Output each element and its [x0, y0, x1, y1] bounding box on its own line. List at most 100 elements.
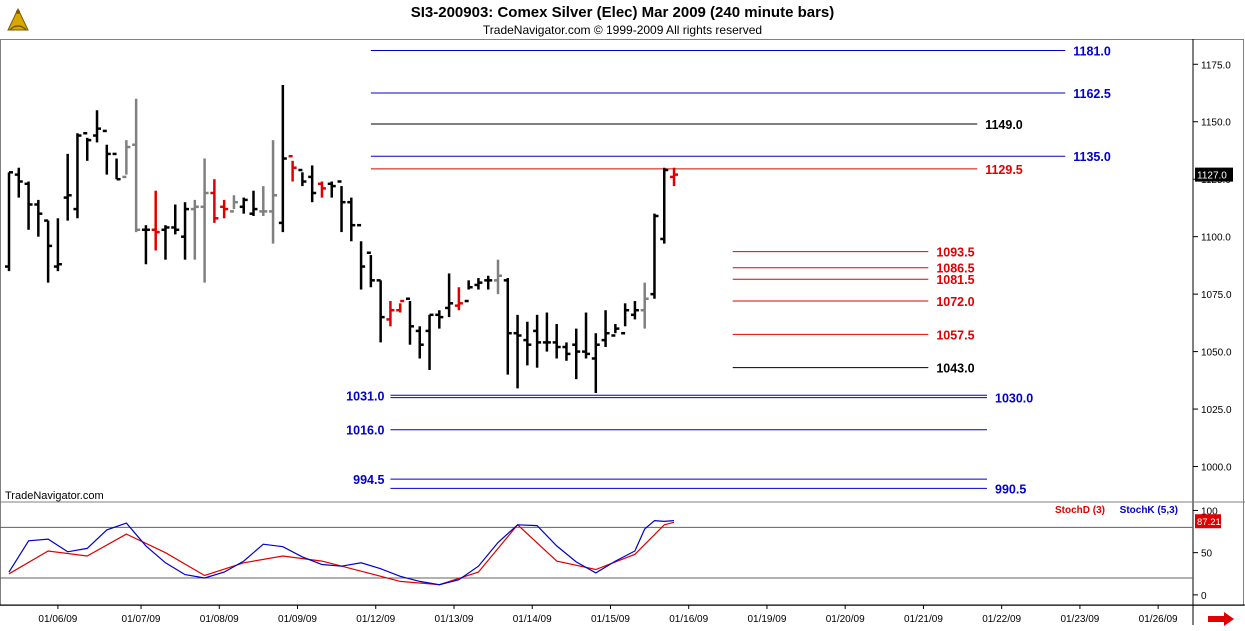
ohlc-bar	[445, 273, 454, 318]
ohlc-bar	[210, 179, 219, 223]
date-tick-label: 01/06/09	[38, 614, 77, 625]
stoch-tick-label: 100	[1201, 506, 1218, 517]
ohlc-bar	[366, 251, 375, 288]
level-label: 994.5	[353, 473, 384, 487]
stoch-line	[8, 519, 675, 586]
ohlc-bar	[630, 301, 639, 320]
ohlc-bar	[308, 165, 317, 203]
date-tick-label: 01/21/09	[904, 614, 943, 625]
watermark-text: TradeNavigator.com	[5, 490, 104, 502]
price-axis: 1000.01025.01050.01075.01100.01125.01150…	[1193, 60, 1233, 474]
stoch-tick-label: 0	[1201, 591, 1207, 602]
price-tick-label: 1025.0	[1201, 405, 1232, 416]
ohlc-bar	[14, 167, 23, 198]
ohlc-bar	[562, 342, 571, 361]
ohlc-bar	[63, 153, 72, 221]
ohlc-bar	[513, 314, 522, 389]
level-label: 1135.0	[1073, 150, 1111, 164]
level-label: 1162.5	[1073, 87, 1111, 101]
ohlc-bar	[552, 324, 561, 359]
ohlc-bar	[161, 225, 170, 260]
ohlc-bar	[288, 154, 297, 182]
date-tick-label: 01/20/09	[826, 614, 865, 625]
ohlc-bar	[396, 299, 405, 313]
ohlc-bar	[132, 98, 141, 233]
price-tick-label: 1000.0	[1201, 463, 1232, 474]
ohlc-bar	[278, 84, 287, 233]
ohlc-bar	[435, 310, 444, 329]
stoch-tick-label: 50	[1201, 549, 1213, 560]
ohlc-bar	[229, 195, 238, 213]
ohlc-bar	[572, 328, 581, 380]
stoch-value-label: 87.21	[1197, 517, 1221, 528]
ohlc-bar	[533, 314, 542, 368]
ohlc-bar	[298, 168, 307, 187]
price-level-lines: 1181.0 1162.5 1149.0 1135.0 1129.5 1093.5 1086…	[346, 44, 1111, 496]
stoch-line	[8, 521, 675, 586]
ohlc-bar	[73, 133, 82, 219]
ohlc-bar	[542, 312, 551, 352]
ohlc-bar	[93, 110, 102, 143]
date-tick-label: 01/19/09	[747, 614, 786, 625]
level-label: 1081.5	[936, 273, 974, 287]
ohlc-bar	[317, 181, 326, 198]
ohlc-bar	[640, 282, 649, 329]
ohlc-bar	[376, 279, 385, 343]
date-tick-label: 01/15/09	[591, 614, 630, 625]
price-tick-label: 1175.0	[1201, 60, 1231, 71]
ohlc-bar	[141, 225, 150, 265]
date-tick-label: 01/07/09	[122, 614, 161, 625]
level-label: 1129.5	[985, 163, 1023, 177]
date-tick-label: 01/12/09	[356, 614, 395, 625]
ohlc-bar	[34, 199, 43, 237]
price-tick-label: 1050.0	[1201, 348, 1232, 359]
date-tick-label: 01/08/09	[200, 614, 239, 625]
price-tick-label: 1075.0	[1201, 290, 1232, 301]
scroll-right-arrow[interactable]	[1206, 611, 1236, 627]
ohlc-bar	[405, 297, 414, 345]
ohlc-bar	[611, 324, 620, 337]
level-label: 1072.0	[936, 295, 974, 309]
ohlc-bar	[5, 171, 13, 272]
ohlc-bar	[474, 278, 483, 290]
price-tick-label: 1150.0	[1201, 118, 1231, 129]
ohlc-bar	[151, 190, 160, 251]
ohlc-bar	[582, 312, 591, 359]
ohlc-bar	[503, 278, 512, 375]
ohlc-bar	[200, 158, 209, 283]
level-label: 1086.5	[936, 262, 974, 276]
ohlc-bar	[102, 129, 111, 175]
ohlc-bar	[44, 219, 53, 283]
chart-title: SI3-200903: Comex Silver (Elec) Mar 2009…	[410, 4, 835, 21]
level-label: 1149.0	[985, 118, 1023, 132]
level-label: 1057.5	[936, 328, 974, 342]
ohlc-bar	[327, 181, 336, 198]
ohlc-bar	[523, 321, 532, 366]
ohlc-bar	[494, 259, 502, 295]
date-tick-label: 01/13/09	[435, 614, 474, 625]
ohlc-bar	[24, 181, 33, 230]
ohlc-bar	[484, 275, 493, 290]
ohlc-bar	[347, 197, 356, 242]
sextant-logo-icon	[7, 7, 29, 31]
ohlc-bar	[259, 186, 268, 216]
ohlc-bar	[650, 213, 659, 299]
current-price-label: 1127.0	[1197, 171, 1227, 182]
ohlc-bar	[415, 326, 424, 359]
level-label: 1030.0	[995, 392, 1033, 406]
level-label: 1031.0	[346, 389, 384, 403]
ohlc-bar	[171, 204, 180, 235]
current-price-tag	[1195, 167, 1233, 182]
ohlc-bar	[190, 199, 199, 260]
ohlc-bar	[53, 218, 62, 272]
ohlc-bar	[601, 310, 610, 347]
ohlc-bar	[386, 301, 395, 327]
date-tick-label: 01/22/09	[982, 614, 1021, 625]
copyright-text: TradeNavigator.com © 1999-2009 All right…	[482, 23, 763, 37]
ohlc-bar	[181, 202, 190, 260]
ohlc-bar	[122, 140, 131, 179]
ohlc-bar	[660, 167, 669, 244]
ohlc-bar	[670, 167, 679, 187]
